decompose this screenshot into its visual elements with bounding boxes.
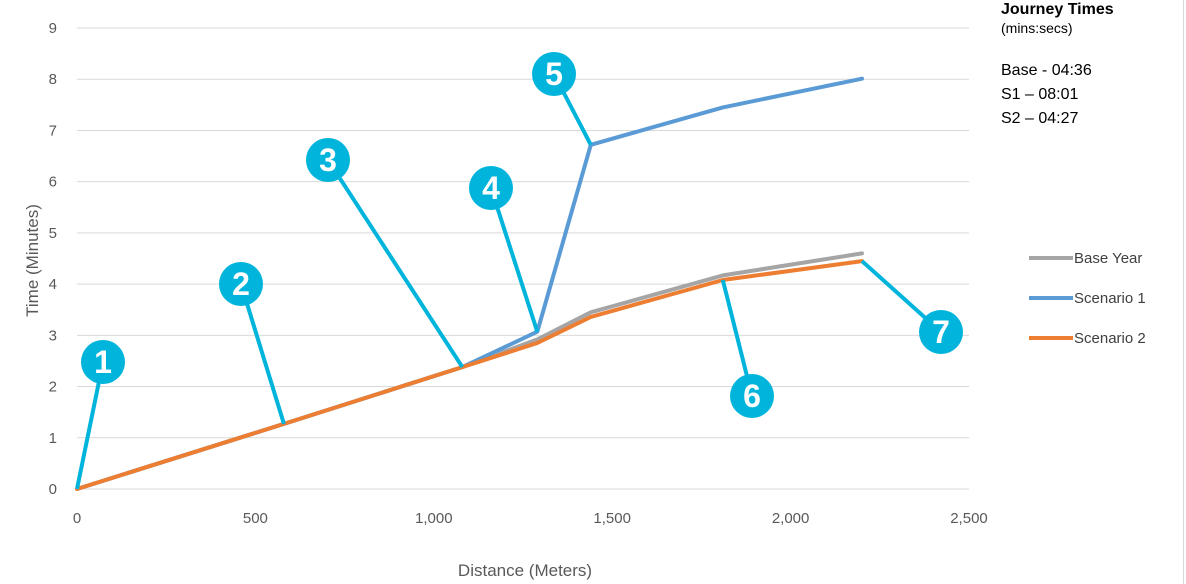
callout-badge-number: 2 <box>232 266 250 302</box>
callout-badge <box>730 374 774 418</box>
y-tick-label: 4 <box>49 276 57 293</box>
journey-times-panel: Journey Times (mins:secs) Base - 04:36 S… <box>1001 0 1181 131</box>
y-tick-label: 0 <box>49 481 57 498</box>
callout-badge-number: 7 <box>932 314 950 350</box>
callout-badge <box>219 262 263 306</box>
callout-badge <box>469 166 513 210</box>
legend-label: Scenario 2 <box>1074 330 1146 347</box>
journey-time-s1: S1 – 08:01 <box>1001 86 1079 103</box>
y-tick-label: 6 <box>49 174 57 191</box>
journey-time-s2: S2 – 04:27 <box>1001 110 1079 127</box>
callout-badge-number: 3 <box>319 142 337 178</box>
y-tick-label: 7 <box>49 122 57 139</box>
y-axis-title: Time (Minutes) <box>23 204 42 317</box>
x-tick-label: 1,500 <box>593 510 631 527</box>
callout-badge <box>919 310 963 354</box>
y-tick-label: 3 <box>49 327 57 344</box>
legend-label: Scenario 1 <box>1074 290 1146 307</box>
journey-time-base: Base - 04:36 <box>1001 62 1092 79</box>
y-tick-label: 9 <box>49 20 57 37</box>
x-tick-label: 2,000 <box>772 510 810 527</box>
y-tick-label: 5 <box>49 225 57 242</box>
y-tick-label: 1 <box>49 430 57 447</box>
callout-badge-number: 5 <box>545 56 563 92</box>
callout-badge-number: 6 <box>743 378 761 414</box>
callout-badge-number: 1 <box>94 344 112 380</box>
callout-leader-line <box>326 158 465 369</box>
journey-times-subtitle: (mins:secs) <box>1001 20 1073 36</box>
callout-badge <box>81 340 125 384</box>
callout-badge <box>532 52 576 96</box>
callout-badge <box>306 138 350 182</box>
legend-label: Base Year <box>1074 250 1142 267</box>
x-tick-label: 2,500 <box>950 510 988 527</box>
x-tick-label: 500 <box>243 510 268 527</box>
callout-badge-number: 4 <box>482 170 500 206</box>
y-tick-label: 2 <box>49 379 57 396</box>
journey-times-title: Journey Times <box>1001 1 1114 18</box>
x-axis-title: Distance (Meters) <box>458 561 592 580</box>
x-tick-label: 0 <box>73 510 81 527</box>
callout-leader-line <box>489 187 540 333</box>
y-tick-label: 8 <box>49 71 57 88</box>
series-line-3 <box>75 259 864 491</box>
right-edge-divider <box>1183 0 1184 584</box>
x-tick-label: 1,000 <box>415 510 453 527</box>
callout-leader-line <box>239 283 286 425</box>
